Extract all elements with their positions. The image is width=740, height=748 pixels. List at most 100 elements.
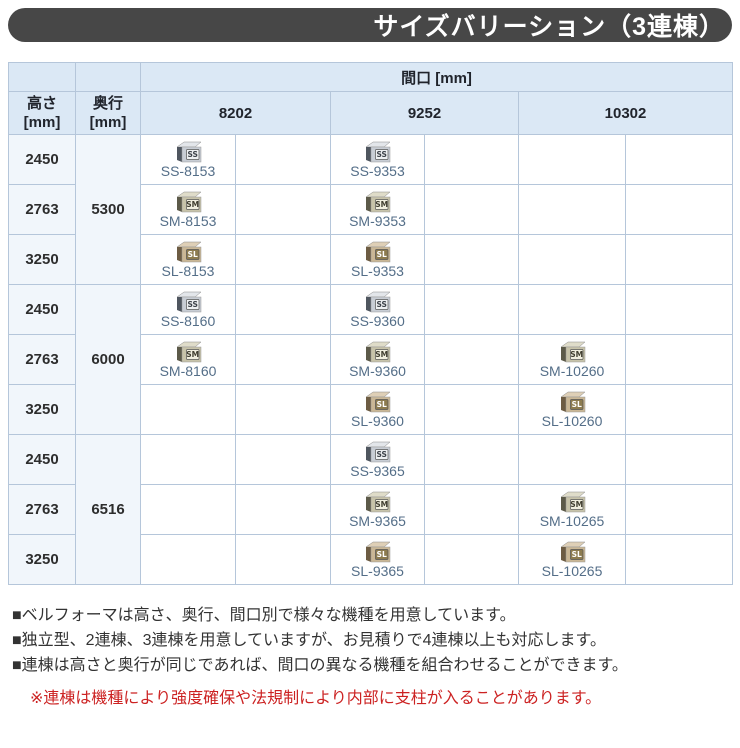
product-cell: SL SL-9353 <box>330 234 425 285</box>
empty-cell <box>424 234 519 285</box>
empty-cell <box>518 234 626 285</box>
svg-text:SS: SS <box>376 150 386 159</box>
model-label: SM-10260 <box>539 362 605 379</box>
empty-cell <box>518 134 626 185</box>
empty-cell <box>235 434 331 485</box>
product-cell: SM SM-9365 <box>330 484 425 535</box>
building-icon-ss: SS <box>365 441 391 462</box>
svg-text:SL: SL <box>377 400 387 409</box>
table-row: 2450 6516 SS SS-9365 <box>8 434 734 585</box>
height-value: 2763 <box>8 484 76 535</box>
building-icon-ss: SS <box>365 291 391 312</box>
model-label: SL-9353 <box>351 262 404 279</box>
empty-cell <box>235 234 331 285</box>
svg-text:SM: SM <box>375 200 388 209</box>
product-cell: SL SL-8153 <box>140 234 236 285</box>
model-label: SL-9360 <box>351 412 404 429</box>
table-row: 3250 SL SL-9365 SL SL-10265 <box>8 534 734 585</box>
table-row: 2763 SM SM-8160 SM SM-9360 SM SM-10260 <box>8 334 734 385</box>
table-row: 2450 6000 SS SS-8160 SS SS-9360 <box>8 284 734 435</box>
empty-cell <box>424 434 519 485</box>
product-cell: SS SS-9353 <box>330 134 425 185</box>
empty-cell <box>235 184 331 235</box>
product-cell: SM SM-9360 <box>330 334 425 385</box>
building-icon-sl: SL <box>175 241 202 262</box>
empty-cell <box>235 134 331 185</box>
building-icon-sl: SL <box>365 541 391 562</box>
model-label: SL-10265 <box>541 562 603 579</box>
product-cell: SS SS-8153 <box>140 134 236 185</box>
notes: ■ベルフォーマは高さ、奥行、間口別で様々な機種を用意しています。 ■独立型、2連… <box>12 603 740 678</box>
building-icon-ss: SS <box>175 141 202 162</box>
building-icon-sm: SM <box>175 341 202 362</box>
height-value: 2450 <box>8 434 76 485</box>
note-line-1: ■ベルフォーマは高さ、奥行、間口別で様々な機種を用意しています。 <box>12 607 516 624</box>
empty-cell <box>624 184 734 235</box>
empty-cell <box>624 134 734 185</box>
empty-cell <box>518 434 626 485</box>
building-icon-sl: SL <box>365 391 391 412</box>
building-icon-ss: SS <box>175 291 202 312</box>
product-cell: SM SM-8153 <box>140 184 236 235</box>
depth-value: 6000 <box>75 284 141 435</box>
note-line-2: ■独立型、2連棟、3連棟を用意していますが、お見積りで4連棟以上も対応します。 <box>12 632 606 649</box>
depth-value: 5300 <box>75 134 141 285</box>
product-cell: SL SL-10260 <box>518 384 626 435</box>
empty-cell <box>235 334 331 385</box>
table-row: 3250 SL SL-8153 SL SL-9353 <box>8 234 734 285</box>
product-cell: SL SL-10265 <box>518 534 626 585</box>
empty-cell <box>424 334 519 385</box>
model-label: SM-9365 <box>349 512 406 529</box>
empty-cell <box>235 484 331 535</box>
empty-cell <box>424 534 519 585</box>
table-row: 3250 SL SL-9360 SL SL-10260 <box>8 384 734 435</box>
height-value: 2450 <box>8 134 76 185</box>
height-value: 3250 <box>8 384 76 435</box>
empty-cell <box>624 484 734 535</box>
empty-cell <box>140 484 236 535</box>
building-icon-sl: SL <box>365 241 391 262</box>
table-row: 2763 SM SM-9365 SM SM-10265 <box>8 484 734 535</box>
svg-text:SM: SM <box>570 350 583 359</box>
product-cell: SS SS-9365 <box>330 434 425 485</box>
product-cell: SS SS-8160 <box>140 284 236 335</box>
svg-text:SL: SL <box>377 250 387 259</box>
building-icon-sm: SM <box>559 341 586 362</box>
empty-cell <box>518 284 626 335</box>
empty-cell <box>235 284 331 335</box>
note-line-3: ■連棟は高さと奥行が同じであれば、間口の異なる機種を組合わせることができます。 <box>12 657 628 674</box>
model-label: SM-10265 <box>539 512 605 529</box>
empty-cell <box>140 384 236 435</box>
table-row: 2450 5300 SS SS-8153 SS SS-9353 <box>8 134 734 285</box>
empty-cell <box>424 184 519 235</box>
span-header-8202: 8202 <box>140 91 331 135</box>
product-cell: SL SL-9365 <box>330 534 425 585</box>
empty-cell <box>140 434 236 485</box>
title-bar: サイズバリーション（3連棟） <box>8 8 732 42</box>
svg-text:SL: SL <box>571 400 581 409</box>
product-cell: SM SM-8160 <box>140 334 236 385</box>
model-label: SL-10260 <box>541 412 603 429</box>
model-label: SS-8153 <box>160 162 216 179</box>
building-icon-sl: SL <box>559 391 586 412</box>
model-label: SM-9360 <box>349 362 406 379</box>
empty-cell <box>235 534 331 585</box>
svg-text:SM: SM <box>570 500 583 509</box>
model-label: SM-9353 <box>349 212 406 229</box>
svg-text:SL: SL <box>377 550 387 559</box>
span-header-10302: 10302 <box>517 91 734 135</box>
model-label: SM-8160 <box>159 362 217 379</box>
building-icon-sm: SM <box>365 491 391 512</box>
svg-text:SL: SL <box>571 550 581 559</box>
empty-cell <box>424 284 519 335</box>
empty-cell <box>624 384 734 435</box>
building-icon-sm: SM <box>175 191 202 212</box>
height-value: 3250 <box>8 534 76 585</box>
product-cell: SM SM-10260 <box>518 334 626 385</box>
empty-cell <box>624 434 734 485</box>
svg-text:SM: SM <box>375 350 388 359</box>
empty-cell <box>235 384 331 435</box>
model-label: SS-8160 <box>160 312 216 329</box>
depth-value: 6516 <box>75 434 141 585</box>
empty-cell <box>624 334 734 385</box>
